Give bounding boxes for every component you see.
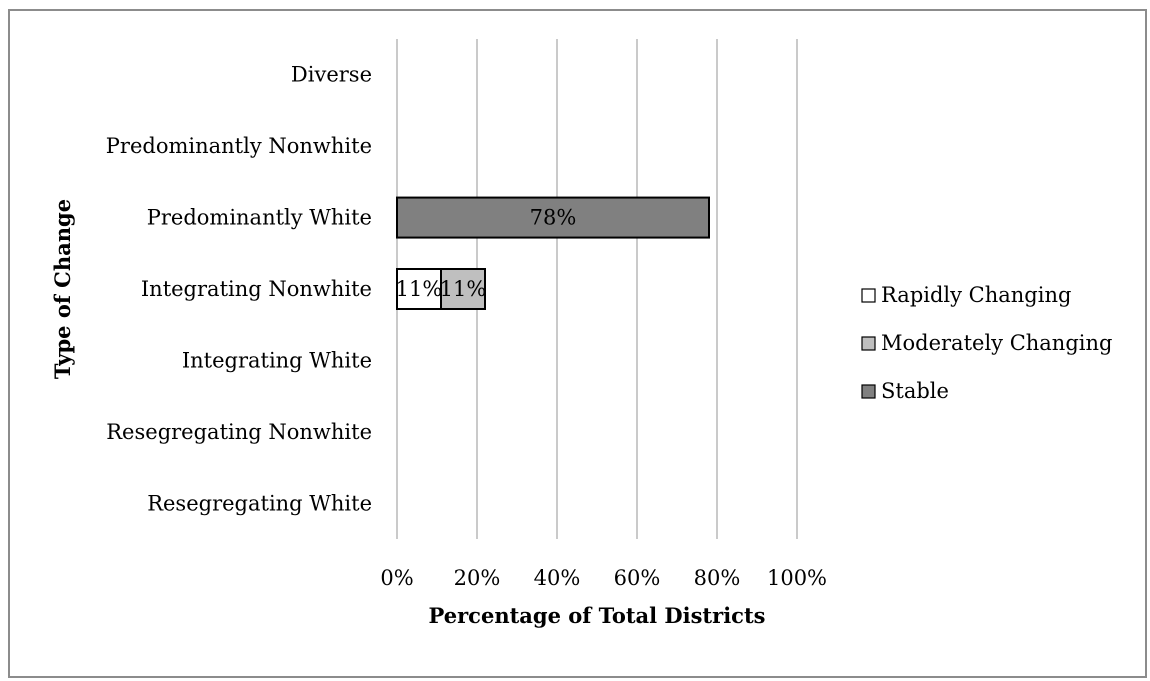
- category-labels: Diverse Predominantly Nonwhite Predominant…: [106, 63, 372, 516]
- y-axis-title: Type of Change: [50, 199, 75, 379]
- data-labels: 78% 11%11%: [396, 206, 577, 301]
- legend-label: Moderately Changing: [881, 331, 1112, 355]
- legend-label: Rapidly Changing: [881, 283, 1071, 307]
- x-tick-label: 0%: [380, 566, 413, 590]
- bar-moderately-changing: [440, 268, 486, 310]
- x-tick-label: 100%: [767, 566, 827, 590]
- x-tick-labels: 0% 20% 40% 60% 80% 100%: [380, 566, 827, 590]
- x-tick-label: 40%: [534, 566, 581, 590]
- x-axis-title: Percentage of Total Districts: [429, 603, 766, 628]
- data-label: 11%: [396, 277, 443, 301]
- legend-swatch: [861, 336, 876, 351]
- x-tick-label: 60%: [614, 566, 661, 590]
- legend: Rapidly Changing Moderately Changing Stabl…: [861, 283, 1112, 403]
- x-tick-label: 20%: [454, 566, 501, 590]
- category-label: Integrating White: [182, 348, 372, 372]
- data-label: 78%: [530, 206, 577, 230]
- bars: [396, 196, 710, 310]
- legend-swatch: [861, 384, 876, 399]
- chart-frame: 78% 11% 11% Diverse Predominantly Nonwhite P…: [8, 9, 1147, 678]
- legend-swatch: [861, 288, 876, 303]
- category-label: Integrating Nonwhite: [141, 277, 372, 301]
- gridlines: [396, 39, 798, 539]
- category-label: Resegregating White: [147, 491, 372, 515]
- stacked-bar-chart: 78% 11%11% Diverse Predominantly Nonwhite P…: [50, 39, 1112, 628]
- data-label: 11%: [440, 277, 487, 301]
- category-label: Diverse: [291, 63, 372, 87]
- category-label: Resegregating Nonwhite: [106, 420, 372, 444]
- legend-label: Stable: [881, 379, 949, 403]
- category-label: Predominantly Nonwhite: [106, 134, 372, 158]
- category-label: Predominantly White: [147, 206, 372, 230]
- x-tick-label: 80%: [694, 566, 741, 590]
- bar-stable: [396, 196, 710, 239]
